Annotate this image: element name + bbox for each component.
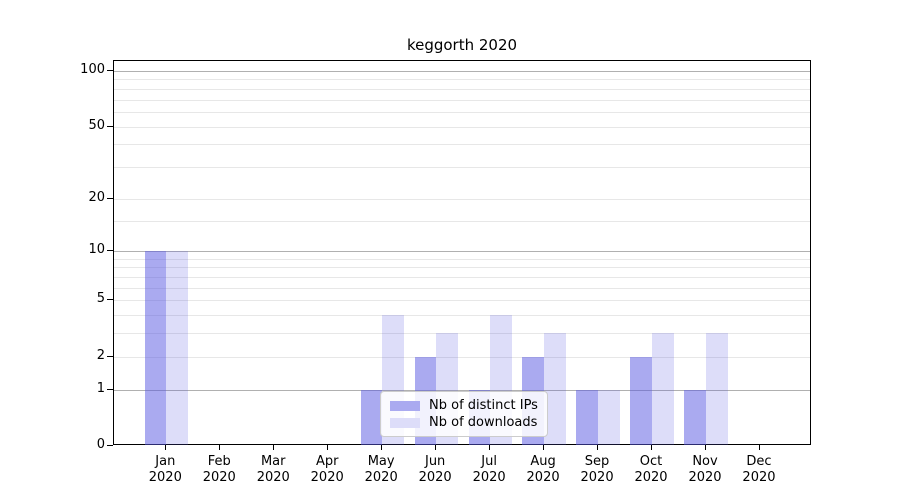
y-tick-label-2: 2 xyxy=(96,347,105,363)
legend-item-distinct-ips: Nb of distinct IPs xyxy=(390,398,538,413)
x-tick-label-nov: Nov 2020 xyxy=(688,454,722,485)
y-tick-mark-100 xyxy=(107,70,113,71)
y-tick-label-1: 1 xyxy=(96,380,105,396)
gridline-major-1 xyxy=(114,389,810,391)
gridline-minor-5 xyxy=(114,300,810,302)
x-tick-mark-sep xyxy=(597,445,599,450)
y-tick-mark-0 xyxy=(107,445,113,446)
bar-distinct-ips-oct xyxy=(630,356,653,445)
gridline-minor-20 xyxy=(114,198,810,200)
y-tick-label-5: 5 xyxy=(96,291,105,307)
gridline-minor-30 xyxy=(114,166,810,168)
y-tick-mark-10 xyxy=(107,250,113,252)
plot-area xyxy=(113,60,811,445)
gridline-minor-40 xyxy=(114,144,810,146)
bar-downloads-sep xyxy=(598,389,620,445)
x-tick-label-may: May 2020 xyxy=(364,454,398,485)
x-tick-label-dec: Dec 2020 xyxy=(742,454,776,485)
x-tick-label-oct: Oct 2020 xyxy=(634,454,668,485)
gridline-minor-80 xyxy=(114,88,810,90)
y-tick-label-10: 10 xyxy=(88,242,105,258)
x-tick-label-apr: Apr 2020 xyxy=(310,454,344,485)
gridline-minor-90 xyxy=(114,79,810,81)
bar-downloads-jan xyxy=(166,251,188,445)
bar-distinct-ips-sep xyxy=(576,389,599,445)
x-tick-label-aug: Aug 2020 xyxy=(526,454,560,485)
gridline-minor-9 xyxy=(114,258,810,260)
gridline-minor-4 xyxy=(114,315,810,317)
y-tick-label-20: 20 xyxy=(88,189,105,205)
y-tick-label-100: 100 xyxy=(80,62,105,77)
y-tick-label-50: 50 xyxy=(88,117,105,133)
gridline-minor-15 xyxy=(114,220,810,222)
gridline-minor-70 xyxy=(114,99,810,101)
y-tick-mark-50 xyxy=(107,125,113,127)
legend-label-distinct-ips: Nb of distinct IPs xyxy=(429,398,538,413)
gridline-minor-7 xyxy=(114,277,810,279)
gridline-minor-6 xyxy=(114,287,810,289)
legend: Nb of distinct IPs Nb of downloads xyxy=(380,391,548,437)
x-tick-label-mar: Mar 2020 xyxy=(256,454,290,485)
y-tick-mark-2 xyxy=(107,355,113,357)
x-tick-mark-jan xyxy=(165,445,167,450)
gridline-minor-8 xyxy=(114,267,810,269)
x-tick-label-jul: Jul 2020 xyxy=(472,454,506,485)
bar-downloads-nov xyxy=(706,333,728,445)
y-tick-mark-20 xyxy=(107,197,113,199)
gridline-minor-50 xyxy=(114,126,810,128)
x-tick-mark-aug xyxy=(543,445,545,450)
x-tick-label-feb: Feb 2020 xyxy=(202,454,236,485)
gridline-minor-60 xyxy=(114,111,810,113)
gridline-major-10 xyxy=(114,251,810,253)
x-tick-label-jun: Jun 2020 xyxy=(418,454,452,485)
bar-distinct-ips-jan xyxy=(144,251,167,445)
legend-item-downloads: Nb of downloads xyxy=(390,415,538,430)
x-tick-mark-jun xyxy=(435,445,437,450)
x-tick-mark-mar xyxy=(273,445,275,450)
x-tick-mark-may xyxy=(381,445,383,450)
legend-label-downloads: Nb of downloads xyxy=(429,415,538,430)
x-tick-mark-oct xyxy=(651,445,653,450)
bar-distinct-ips-may xyxy=(360,389,383,445)
gridline-minor-3 xyxy=(114,333,810,335)
x-tick-mark-feb xyxy=(219,445,221,450)
gridline-major-100 xyxy=(114,71,810,72)
x-tick-mark-dec xyxy=(758,445,760,450)
y-tick-mark-1 xyxy=(107,388,113,390)
bar-downloads-oct xyxy=(652,333,674,445)
y-tick-mark-5 xyxy=(107,299,113,301)
legend-swatch-distinct-ips xyxy=(390,400,420,411)
y-tick-label-0: 0 xyxy=(96,437,105,452)
x-tick-label-jan: Jan 2020 xyxy=(148,454,182,485)
bar-downloads-aug xyxy=(544,333,566,445)
chart-title: keggorth 2020 xyxy=(406,36,518,54)
x-tick-mark-apr xyxy=(327,445,329,450)
legend-swatch-downloads xyxy=(390,417,420,428)
x-tick-mark-jul xyxy=(489,445,491,450)
x-tick-mark-nov xyxy=(705,445,706,450)
gridline-minor-2 xyxy=(114,356,810,358)
bar-distinct-ips-nov xyxy=(684,389,706,445)
x-tick-label-sep: Sep 2020 xyxy=(580,454,614,485)
